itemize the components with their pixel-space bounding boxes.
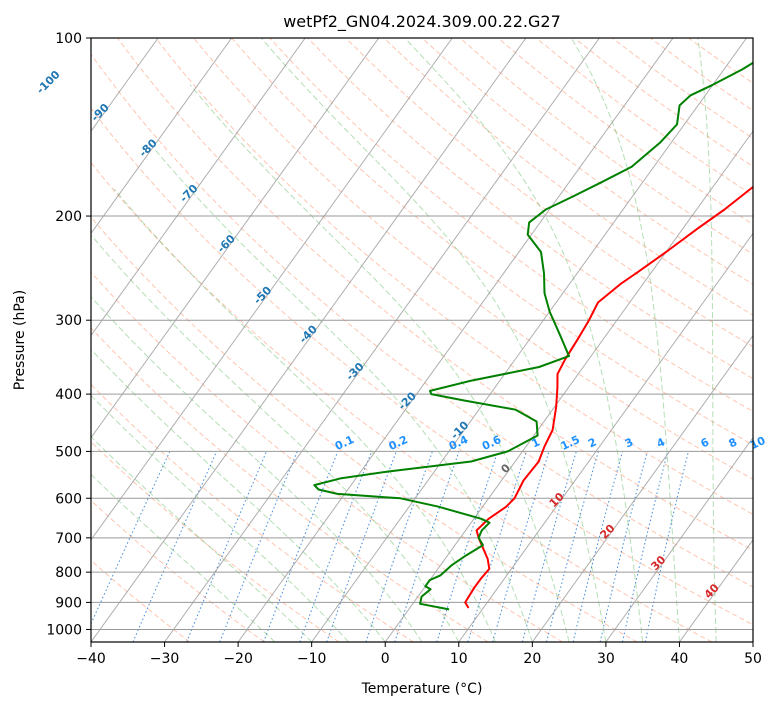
- isotherm: [458, 232, 753, 642]
- isotherm: [679, 538, 753, 642]
- isotherm: [164, 38, 600, 642]
- x-tick-label: −20: [223, 651, 253, 667]
- isotherm: [91, 38, 527, 642]
- x-tick-label: 40: [671, 651, 689, 667]
- dry-adiabat: [91, 161, 713, 642]
- x-tick-label: −10: [297, 651, 327, 667]
- mixing-ratio-line: [546, 451, 599, 642]
- y-tick-label: 400: [55, 387, 82, 403]
- y-tick-label: 200: [55, 209, 82, 225]
- y-axis-title: Pressure (hPa): [12, 290, 28, 390]
- mixing-ratio-line: [326, 451, 397, 642]
- x-tick-label: 50: [744, 651, 762, 667]
- moist-adiabat: [570, 38, 680, 642]
- moist-adiabat: [91, 435, 313, 642]
- dewpoint-line: [313, 61, 753, 611]
- moist-adiabat: [91, 234, 460, 642]
- x-axis-title: Temperature (°C): [361, 681, 483, 697]
- x-tick-label: 10: [450, 651, 468, 667]
- x-tick-label: −30: [150, 651, 180, 667]
- mixing-ratio-line: [467, 451, 527, 642]
- y-tick-label: 700: [55, 531, 82, 547]
- moist-adiabat: [189, 84, 570, 642]
- isotherm: [91, 38, 233, 235]
- x-tick-label: 20: [523, 651, 541, 667]
- plot-background: [91, 38, 753, 642]
- isotherm: [91, 38, 306, 337]
- moist-adiabat: [260, 38, 607, 642]
- y-tick-label: 100: [55, 31, 82, 47]
- x-tick-label: 0: [381, 651, 390, 667]
- dry-adiabat: [193, 38, 753, 480]
- moist-adiabat: [697, 38, 717, 642]
- profile-lines: [313, 61, 753, 611]
- dry-adiabat: [117, 38, 753, 551]
- y-tick-label: 600: [55, 491, 82, 507]
- dry-adiabat: [345, 38, 753, 348]
- y-tick-label: 800: [55, 565, 82, 581]
- mixing-ratio-line: [263, 451, 339, 642]
- temperature-line: [464, 185, 753, 609]
- mixing-ratio-line: [219, 451, 298, 642]
- isotherm: [237, 38, 674, 642]
- chart-title: wetPf2_GN04.2024.309.00.22.G27: [283, 12, 561, 32]
- dry-adiabat: [383, 38, 753, 316]
- dry-adiabat: [91, 271, 563, 642]
- axes: −40 −30 −20 −10 0 10 20 30 40 50 100 200 300 400 500 60…: [46, 31, 762, 667]
- y-tick-label: 500: [55, 444, 82, 460]
- y-tick-label: 1000: [46, 622, 82, 638]
- mixing-ratio-line: [186, 451, 267, 642]
- y-tick-label: 900: [55, 595, 82, 611]
- isotherm: [91, 38, 380, 439]
- isotherm: [531, 334, 753, 642]
- dry-adiabat: [91, 107, 753, 626]
- x-tick-label: 30: [597, 651, 615, 667]
- isotherm: [605, 436, 753, 642]
- mixing-ratio-line: [436, 451, 499, 642]
- plot-frame: [90, 37, 754, 643]
- dry-adiabat: [91, 53, 753, 588]
- y-tick-label: 300: [55, 313, 82, 329]
- x-tick-label: −40: [76, 651, 106, 667]
- mixing-ratio-line: [365, 451, 433, 642]
- mixing-ratio-line: [599, 451, 648, 642]
- isotherm: [384, 130, 753, 642]
- background-lines: [91, 38, 753, 642]
- dry-adiabat: [91, 216, 638, 642]
- dry-adiabat: [91, 383, 414, 642]
- moist-adiabat: [404, 38, 644, 642]
- dry-adiabat: [91, 559, 191, 642]
- moist-adiabat: [91, 296, 423, 642]
- mixing-ratio-line: [572, 451, 624, 642]
- mixing-ratio-line: [522, 451, 577, 642]
- isotherm: [91, 38, 453, 541]
- dry-adiabat: [231, 38, 753, 446]
- isotherm: [311, 38, 747, 642]
- moist-adiabat: [91, 394, 349, 642]
